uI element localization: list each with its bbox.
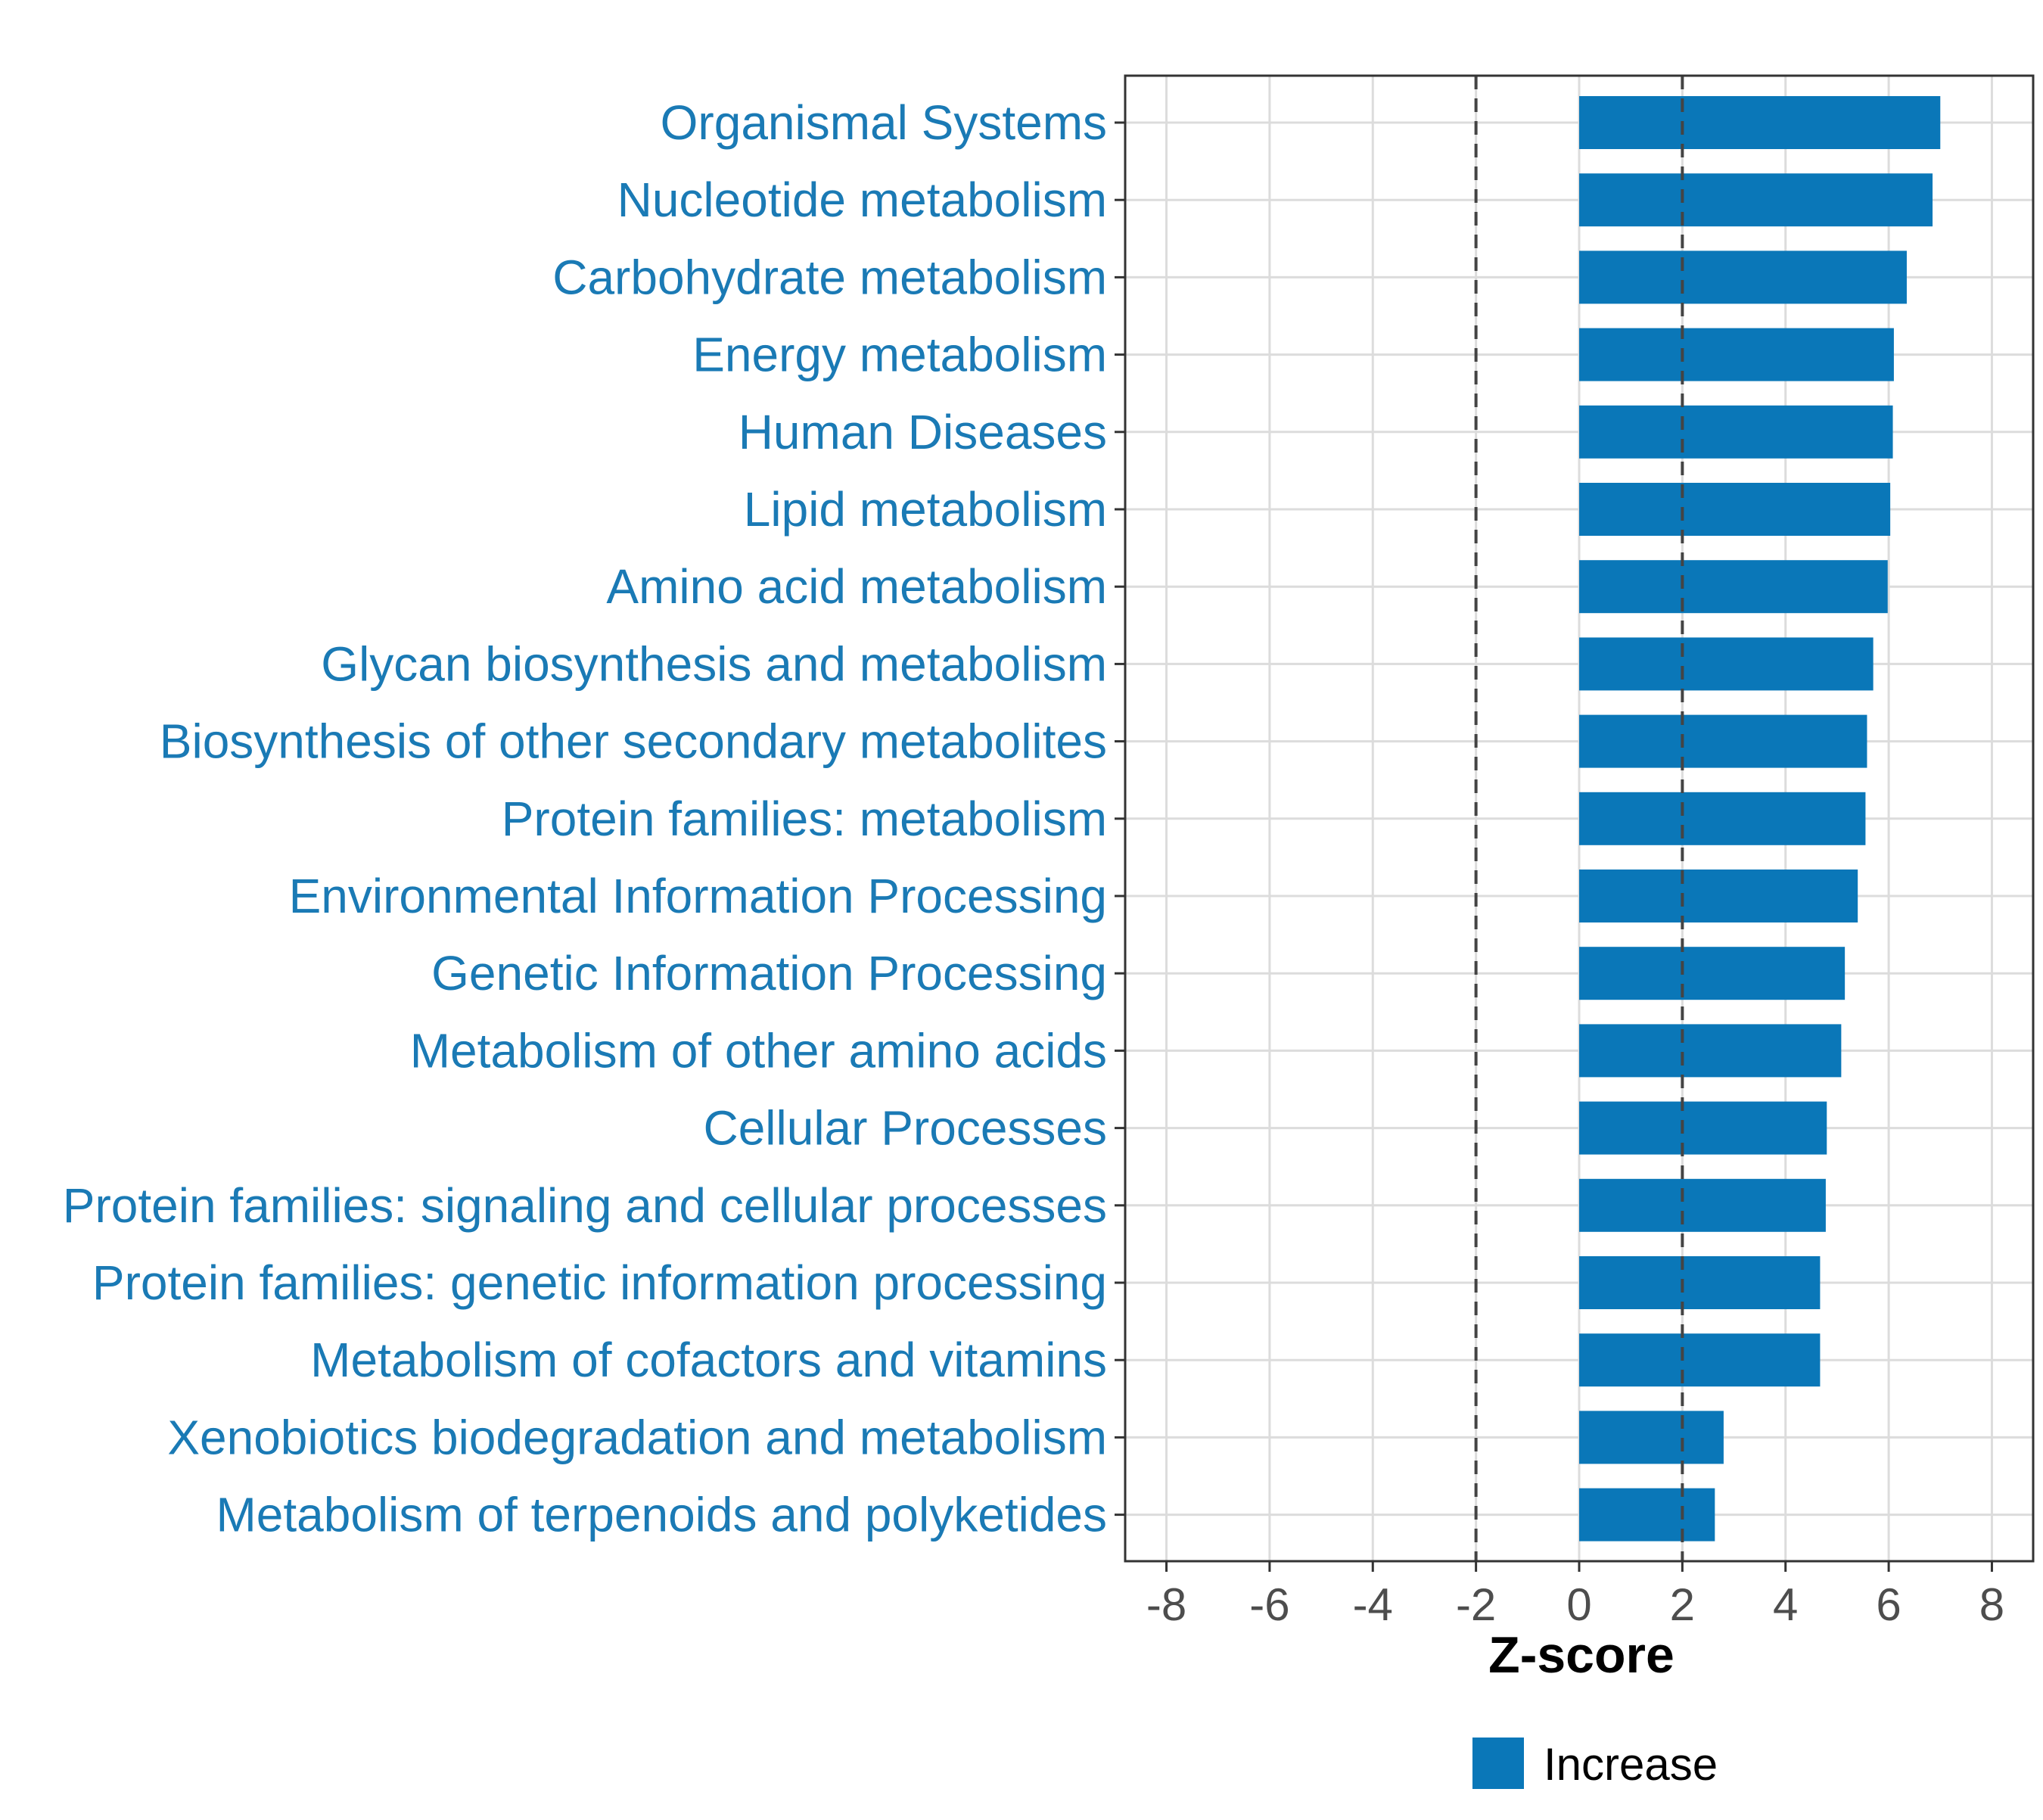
bar (1579, 405, 1893, 459)
category-label: Protein families: genetic information pr… (92, 1255, 1107, 1310)
legend: Increase (1472, 1738, 1718, 1790)
bar (1579, 250, 1907, 304)
x-axis-title: Z-score (1488, 1626, 1675, 1684)
bar (1579, 714, 1867, 768)
x-tick-label: -2 (1456, 1579, 1496, 1630)
reference-lines (1474, 76, 1684, 1561)
bar (1579, 1333, 1821, 1387)
legend-label-increase: Increase (1544, 1739, 1718, 1790)
bar (1579, 173, 1933, 227)
bar (1579, 560, 1888, 614)
x-tick-label: 8 (1979, 1579, 2004, 1630)
x-tick-label: -8 (1146, 1579, 1186, 1630)
category-label: Amino acid metabolism (606, 559, 1107, 614)
category-label: Lipid metabolism (744, 482, 1107, 537)
bar (1579, 1101, 1827, 1155)
category-label: Human Diseases (739, 405, 1107, 459)
category-label: Organismal Systems (661, 95, 1107, 150)
bar (1579, 947, 1846, 1000)
bar (1579, 483, 1891, 536)
bar (1579, 637, 1874, 691)
x-tick-label: 6 (1876, 1579, 1901, 1630)
x-tick-label: 0 (1566, 1579, 1591, 1630)
bar (1579, 1024, 1842, 1078)
category-label: Glycan biosynthesis and metabolism (321, 636, 1107, 691)
bar (1579, 1488, 1715, 1542)
bar (1579, 96, 1941, 149)
x-tick-label: -6 (1249, 1579, 1289, 1630)
category-label: Genetic Information Processing (431, 946, 1107, 1000)
category-label: Protein families: metabolism (502, 792, 1107, 846)
category-label: Metabolism of other amino acids (410, 1023, 1107, 1078)
category-label: Nucleotide metabolism (617, 173, 1107, 227)
legend-swatch-increase (1472, 1738, 1524, 1789)
category-label: Protein families: signaling and cellular… (63, 1178, 1107, 1233)
x-tick-label: 4 (1773, 1579, 1798, 1630)
category-label: Metabolism of cofactors and vitamins (310, 1333, 1107, 1387)
bar (1579, 792, 1866, 845)
category-label: Environmental Information Processing (289, 869, 1107, 923)
x-tick-label: 2 (1670, 1579, 1695, 1630)
category-label: Energy metabolism (692, 328, 1107, 382)
x-axis-ticks: -8 -6 -4 -2 0 2 4 6 8 (1146, 1561, 2004, 1630)
bar (1579, 1411, 1724, 1464)
category-label: Xenobiotics biodegradation and metabolis… (167, 1410, 1107, 1464)
bar (1579, 1256, 1821, 1309)
category-label: Metabolism of terpenoids and polyketides (216, 1488, 1107, 1542)
bar (1579, 870, 1858, 922)
bar (1579, 328, 1894, 381)
bar (1579, 1178, 1826, 1232)
y-axis-ticks: Organismal Systems Nucleotide metabolism C… (63, 95, 1125, 1542)
bars-layer (1579, 96, 1941, 1542)
category-label: Carbohydrate metabolism (552, 250, 1107, 304)
x-tick-label: -4 (1353, 1579, 1393, 1630)
category-label: Cellular Processes (703, 1101, 1107, 1156)
category-label: Biosynthesis of other secondary metaboli… (160, 714, 1107, 769)
